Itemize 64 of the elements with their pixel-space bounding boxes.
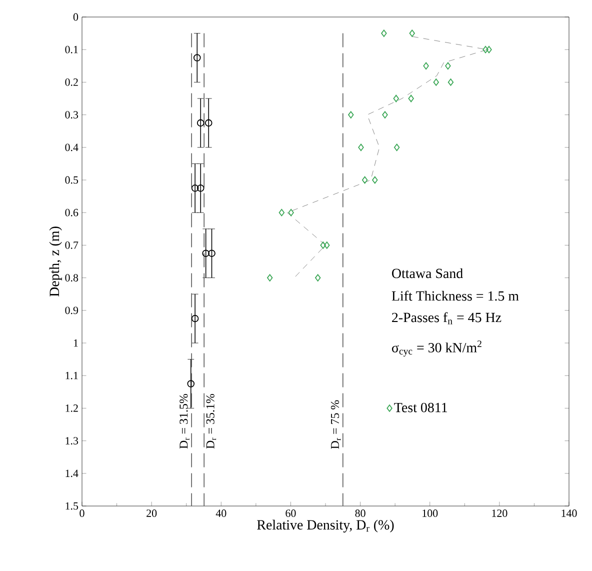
point <box>187 380 195 388</box>
point <box>433 78 439 86</box>
y-tick-label: 0.9 <box>65 306 78 314</box>
point <box>324 242 330 249</box>
ref-line-label: D$_{r}$ = 35.1% <box>206 394 216 449</box>
annotation: Ottawa Sand <box>392 268 463 278</box>
y-tick-label: 0 <box>73 13 78 21</box>
annotation: Lift Thickness = 1.5 m <box>392 290 519 301</box>
point <box>482 46 488 54</box>
point <box>208 250 216 258</box>
point <box>382 111 388 118</box>
point <box>362 176 368 184</box>
legend-label: Test 0811 <box>394 402 448 412</box>
x-tick-label: 20 <box>146 510 157 517</box>
point <box>191 314 199 322</box>
point <box>409 30 415 37</box>
point <box>372 176 378 184</box>
point <box>448 78 454 86</box>
point <box>278 208 285 216</box>
x-tick-label: 60 <box>286 510 296 517</box>
annotation: 2-Passes f$_{n}$ = 45 Hz <box>392 312 502 324</box>
point <box>408 94 414 102</box>
point <box>266 274 273 282</box>
point <box>423 62 429 70</box>
y-tick-label: 0.4 <box>65 144 78 152</box>
line-series <box>287 36 488 278</box>
x-tick-label: 40 <box>216 510 226 517</box>
point <box>394 144 400 152</box>
x-tick-label: 0 <box>80 510 84 517</box>
annotation: σ$_{cyc}$ = 30 kN/m$^{2}$ <box>392 340 482 357</box>
y-tick-label: 0.1 <box>65 46 78 54</box>
y-tick-label: 0.2 <box>65 78 78 86</box>
point <box>486 46 492 54</box>
y-tick-label: 0.6 <box>65 208 78 216</box>
y-tick-label: 1.5 <box>66 502 78 510</box>
point <box>381 30 387 37</box>
point <box>196 184 204 192</box>
y-tick-label: 0.8 <box>65 274 78 282</box>
y-tick-label: 1.2 <box>66 404 78 412</box>
point <box>393 94 399 102</box>
point <box>196 119 204 127</box>
ref-line-label: D$_{r}$ = 31.5% <box>180 394 190 449</box>
x-tick-label: 100 <box>422 510 438 517</box>
point <box>445 62 451 70</box>
point <box>315 274 321 282</box>
y-tick-label: 1 <box>74 339 78 347</box>
point <box>204 119 212 127</box>
y-tick-label: 0.3 <box>65 111 78 119</box>
x-tick-label: 80 <box>355 510 366 517</box>
point <box>193 54 201 62</box>
y-axis-title: Depth, z (m) <box>49 226 62 297</box>
y-tick-label: 1.4 <box>66 470 78 478</box>
y-tick-label: 1.1 <box>66 372 78 380</box>
y-tick-label: 0.7 <box>65 241 78 249</box>
x-axis-title: Relative Density, D$_{r}$ (%) <box>257 520 394 532</box>
y-tick-label: 0.5 <box>65 176 78 184</box>
point <box>288 208 294 216</box>
point <box>320 242 326 249</box>
ref-line-label: D$_{r}$ = 75 % <box>330 400 341 449</box>
x-tick-label: 140 <box>562 510 577 517</box>
x-tick-label: 120 <box>492 510 508 517</box>
y-tick-label: 1.3 <box>66 437 78 445</box>
point <box>358 144 364 152</box>
point <box>348 111 354 118</box>
